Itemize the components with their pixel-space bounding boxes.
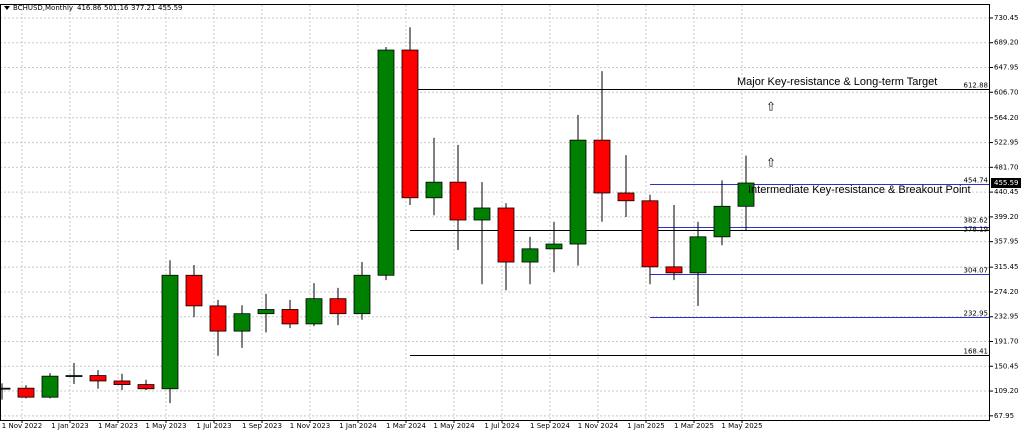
level-label: 304.07 — [964, 267, 989, 275]
y-tick-label: 606.70 — [994, 88, 1019, 96]
y-tick-label: 730.45 — [994, 14, 1019, 22]
candle-body — [713, 205, 731, 238]
y-tick-label: 399.20 — [994, 213, 1019, 221]
level-label: 232.95 — [964, 310, 989, 318]
x-tick-label: 1 Nov 2023 — [290, 422, 330, 430]
candle-body — [545, 243, 563, 250]
candle-body — [209, 305, 227, 332]
y-tick-label: 150.45 — [994, 362, 1019, 370]
x-tick-label: 1 Jul 2023 — [196, 422, 231, 430]
candle-body — [569, 139, 587, 245]
candle-body — [377, 49, 395, 276]
plot-frame — [0, 4, 990, 421]
x-tick-label: 1 Sep 2023 — [242, 422, 282, 430]
header-low: 377.21 — [131, 4, 156, 12]
y-tick-label: 274.20 — [994, 288, 1019, 296]
y-tick-label: 440.45 — [994, 188, 1019, 196]
arrow-icon: ⇧ — [766, 100, 776, 114]
menu-icon — [4, 6, 10, 10]
candle-body — [449, 181, 467, 221]
y-tick-label: 191.70 — [994, 338, 1019, 346]
symbol: BCHUSD,Monthly — [13, 4, 73, 12]
candle-body — [0, 387, 11, 390]
candles — [0, 27, 755, 404]
annotation: Intermediate Key-resistance & Breakout P… — [748, 184, 971, 196]
level-label: 168.41 — [964, 348, 989, 356]
x-tick-label: 1 Sep 2024 — [530, 422, 570, 430]
candle-body — [257, 309, 275, 315]
y-tick-label: 647.95 — [994, 63, 1019, 71]
x-tick-label: 1 Jan 2025 — [627, 422, 665, 430]
x-tick-label: 1 Mar 2025 — [674, 422, 714, 430]
candle-body — [689, 236, 707, 274]
y-tick-label: 357.95 — [994, 238, 1019, 246]
level-label: 454.74 — [964, 177, 989, 185]
header-open: 416.86 — [77, 4, 102, 12]
y-tick-label: 522.95 — [994, 139, 1019, 147]
header-high: 501.16 — [104, 4, 129, 12]
y-tick-label: 689.20 — [994, 39, 1019, 47]
x-tick-label: 1 Jul 2024 — [484, 422, 520, 430]
candle-body — [17, 387, 35, 398]
x-tick-label: 1 Jan 2023 — [51, 422, 89, 430]
x-tick-label: 1 May 2023 — [145, 422, 186, 430]
x-tick-label: 1 Mar 2023 — [98, 422, 138, 430]
x-tick-label: 1 Nov 2024 — [578, 422, 619, 430]
candle-body — [401, 49, 419, 199]
y-tick-label: 481.70 — [994, 163, 1019, 171]
candle-body — [665, 266, 683, 274]
candle-body — [233, 313, 251, 332]
candle-body — [473, 207, 491, 221]
candle-body — [425, 181, 443, 199]
x-tick-label: 1 Mar 2024 — [386, 422, 426, 430]
candle-body — [329, 298, 347, 315]
candle-body — [353, 274, 371, 315]
y-tick-label: 67.95 — [994, 412, 1014, 420]
candle-body — [617, 192, 635, 202]
level-label: 378.19 — [964, 226, 989, 234]
level-label: 382.62 — [964, 217, 989, 225]
annotation: Major Key-resistance & Long-term Target — [737, 76, 937, 88]
candle-body — [281, 309, 299, 325]
candle-body — [113, 380, 131, 385]
candle-body — [737, 182, 755, 207]
y-tick-label: 564.20 — [994, 114, 1019, 122]
candle-body — [521, 248, 539, 263]
candle-body — [641, 200, 659, 268]
candle-body — [593, 139, 611, 194]
y-tick-label: 315.45 — [994, 263, 1019, 271]
candle-body — [137, 384, 155, 390]
y-tick-label: 232.95 — [994, 313, 1019, 321]
y-tick-label: 109.20 — [994, 387, 1019, 395]
candle-body — [305, 298, 323, 325]
candle-body — [65, 375, 83, 377]
x-tick-label: 1 May 2025 — [721, 422, 762, 430]
price-tag — [991, 178, 1021, 189]
candle-body — [41, 375, 59, 398]
candle-body — [89, 375, 107, 382]
arrow-icon: ⇧ — [766, 156, 776, 170]
candle-body — [161, 274, 179, 390]
level-label: 612.88 — [964, 82, 989, 90]
x-tick-label: 1 May 2024 — [433, 422, 475, 430]
price-tag-label: 455.59 — [994, 179, 1019, 187]
header-close: 455.59 — [158, 4, 183, 12]
x-tick-label: 1 Nov 2022 — [2, 422, 42, 430]
candle-body — [185, 274, 203, 307]
candle-body — [497, 207, 515, 263]
x-tick-label: 1 Jan 2024 — [339, 422, 377, 430]
